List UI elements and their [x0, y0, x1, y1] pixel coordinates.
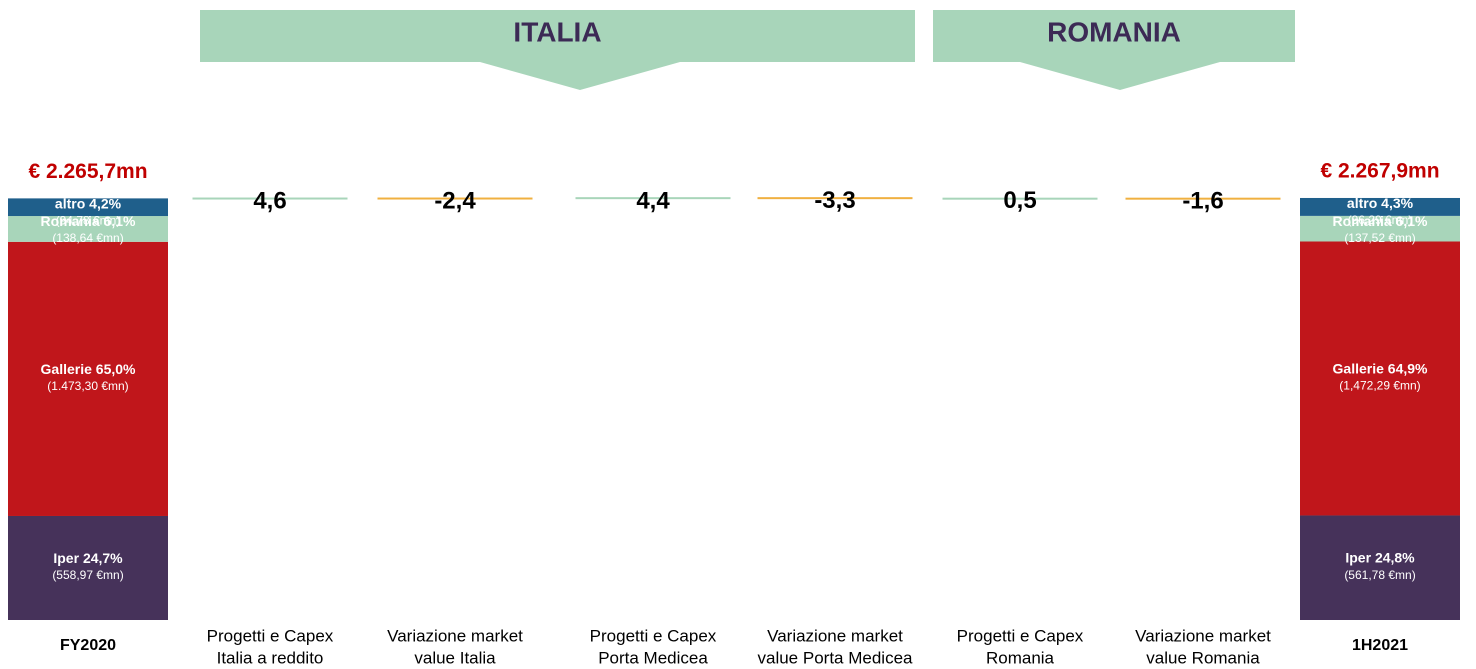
segment-name-text: altro	[1347, 195, 1377, 211]
segment-value-label: (561,78 €mn)	[1344, 568, 1415, 582]
segment-name-text: altro	[55, 195, 85, 211]
stack-segment	[8, 515, 168, 620]
x-tick-label: value Porta Medicea	[758, 648, 914, 667]
segment-name: altro 4,3%	[1347, 195, 1414, 211]
segment-share: 6,1%	[1396, 213, 1428, 229]
segment-share: 4,3%	[1381, 195, 1413, 211]
data-label: 0,5	[1003, 187, 1036, 214]
segment-value-label: (137,52 €mn)	[1344, 231, 1415, 245]
segment-share: 64,9%	[1388, 360, 1428, 376]
segment-name-text: Romania	[41, 213, 100, 229]
segment-value-label: (96,29 €mn)	[1348, 213, 1413, 227]
data-label: -1,6	[1182, 187, 1223, 214]
delta-bar	[377, 197, 533, 200]
x-tick-label: Variazione market	[767, 626, 903, 645]
segment-name: Romania 6,1%	[1333, 213, 1428, 229]
stack-segment	[1300, 197, 1460, 216]
group-label: ROMANIA	[1047, 16, 1181, 47]
total-label: € 2.265,7mn	[28, 160, 147, 183]
group-banner	[933, 10, 1295, 90]
data-label: -3,3	[814, 187, 855, 214]
data-label: -2,4	[434, 187, 476, 214]
x-tick-label: value Romania	[1146, 648, 1260, 667]
data-label: 4,4	[636, 187, 670, 214]
x-tick-label: FY2020	[60, 637, 116, 654]
segment-name-text: Romania	[1333, 213, 1392, 229]
delta-bar	[192, 197, 348, 200]
stack-segment	[8, 198, 168, 217]
segment-name-text: Gallerie	[41, 361, 93, 377]
delta-bar	[757, 197, 913, 200]
delta-bar	[942, 197, 1098, 200]
segment-value-label: (1,472,29 €mn)	[1339, 379, 1420, 393]
stack-segment	[1300, 215, 1460, 242]
x-tick-label: value Italia	[414, 648, 496, 667]
segment-value-label: (558,97 €mn)	[52, 568, 123, 582]
x-tick-label: Progetti e Capex	[957, 626, 1084, 645]
x-tick-label: 1H2021	[1352, 637, 1408, 654]
delta-bar	[1125, 197, 1281, 200]
stack-segment	[1300, 515, 1460, 620]
group-label: ITALIA	[513, 16, 601, 47]
segment-name: altro 4,2%	[55, 195, 122, 211]
segment-name-text: Iper	[53, 550, 79, 566]
data-label: 4,6	[253, 188, 286, 215]
segment-value-label: (94,78 €mn)	[56, 214, 121, 228]
segment-share: 24,7%	[83, 550, 123, 566]
total-label: € 2.267,9mn	[1320, 160, 1439, 183]
segment-share: 6,1%	[104, 213, 136, 229]
segment-value-label: (1.473,30 €mn)	[47, 379, 128, 393]
x-tick-label: Variazione market	[387, 626, 523, 645]
x-tick-label: Progetti e Capex	[207, 626, 334, 645]
segment-value-label: (138,64 €mn)	[52, 231, 123, 245]
stack-segment	[8, 216, 168, 242]
x-tick-label: Italia a reddito	[217, 648, 324, 667]
group-banner	[200, 10, 915, 90]
x-tick-label: Progetti e Capex	[590, 626, 717, 645]
segment-share: 4,2%	[89, 195, 121, 211]
x-tick-label: Porta Medicea	[598, 648, 708, 667]
x-tick-label: Variazione market	[1135, 626, 1271, 645]
segment-name: Gallerie 64,9%	[1333, 360, 1429, 376]
segment-share: 65,0%	[96, 361, 136, 377]
segment-name: Gallerie 65,0%	[41, 361, 137, 377]
segment-name: Romania 6,1%	[41, 213, 136, 229]
stack-segment	[1300, 241, 1460, 516]
segment-name: Iper 24,8%	[1345, 549, 1415, 565]
stack-segment	[8, 241, 168, 516]
segment-share: 24,8%	[1375, 549, 1415, 565]
segment-name-text: Gallerie	[1333, 360, 1385, 376]
segment-name: Iper 24,7%	[53, 550, 123, 566]
segment-name-text: Iper	[1345, 549, 1371, 565]
delta-bar	[575, 197, 731, 200]
x-tick-label: Romania	[986, 648, 1055, 667]
